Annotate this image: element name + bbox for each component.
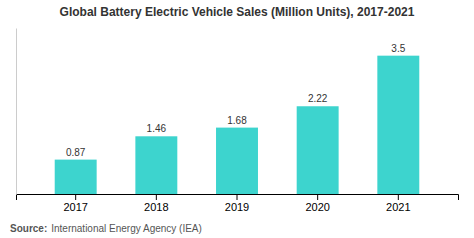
x-tick: 2019 <box>225 194 249 213</box>
x-tick-mark <box>237 194 238 200</box>
x-tick: 2021 <box>386 194 410 213</box>
x-tick-label: 2021 <box>386 201 410 213</box>
x-tick-mark <box>156 194 157 200</box>
bar <box>377 56 419 194</box>
source-note: Source: International Energy Agency (IEA) <box>10 223 202 234</box>
x-tick-mark <box>398 194 399 200</box>
x-axis-line <box>17 195 459 201</box>
data-labels: 0.87 1.46 1.68 2.22 3.5 <box>66 43 406 158</box>
chart-title: Global Battery Electric Vehicle Sales (M… <box>60 5 415 19</box>
x-tick-label: 2018 <box>144 201 168 213</box>
source-text: International Energy Agency (IEA) <box>51 223 202 234</box>
data-label: 1.68 <box>227 115 247 126</box>
x-tick-label: 2017 <box>63 201 87 213</box>
x-tick-mark <box>75 194 76 200</box>
x-tick-label: 2020 <box>305 201 329 213</box>
chart-svg: Global Battery Electric Vehicle Sales (M… <box>0 0 474 238</box>
x-axis: 2017 2018 2019 2020 2021 <box>17 194 459 213</box>
x-tick: 2018 <box>144 194 168 213</box>
y-axis <box>16 29 17 195</box>
bar <box>135 136 177 194</box>
x-tick: 2020 <box>305 194 329 213</box>
data-label: 1.46 <box>147 123 167 134</box>
data-label: 2.22 <box>308 93 328 104</box>
x-tick-label: 2019 <box>225 201 249 213</box>
y-axis-line <box>16 29 17 195</box>
bar <box>55 160 97 194</box>
data-label: 3.5 <box>391 43 405 54</box>
bar <box>216 128 258 194</box>
x-tick-mark <box>317 194 318 200</box>
data-label: 0.87 <box>66 147 86 158</box>
plot-area <box>55 56 420 194</box>
bar <box>297 106 339 194</box>
source-label: Source: <box>10 223 47 234</box>
x-tick: 2017 <box>63 194 87 213</box>
